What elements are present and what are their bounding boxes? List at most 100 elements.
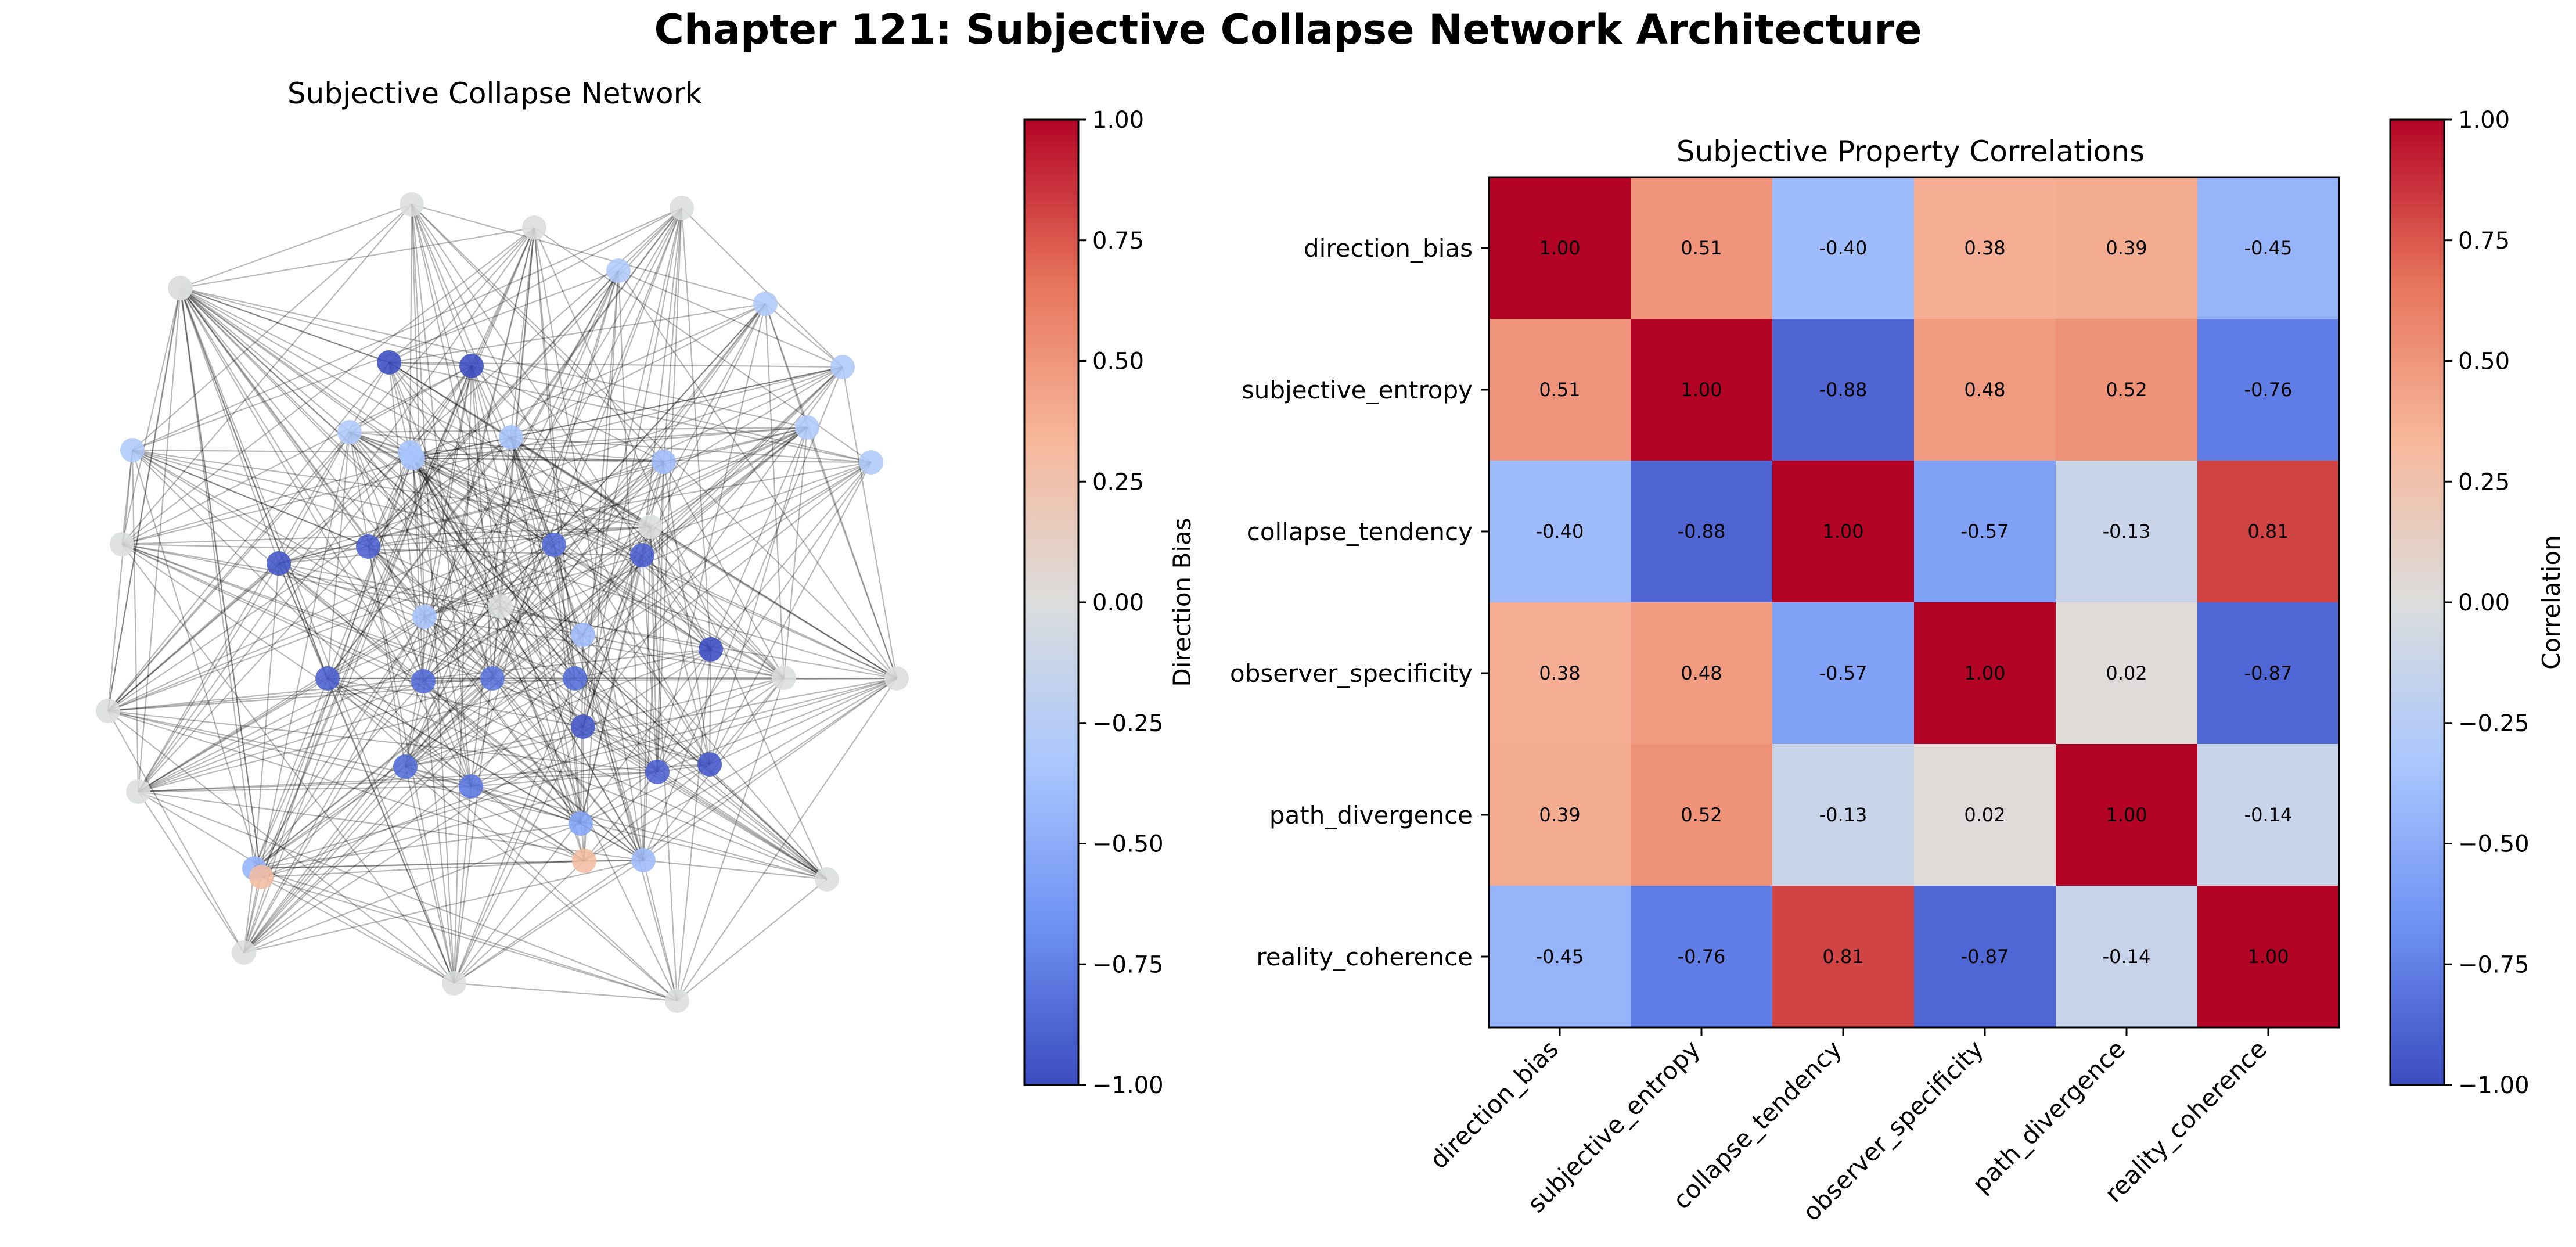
- network-edge: [453, 786, 472, 984]
- colorbar-tick-label: −0.50: [1092, 831, 1164, 858]
- heatmap-x-tick-labels: direction_biassubjective_entropycollapse…: [1424, 1027, 2272, 1227]
- network-edge: [107, 362, 390, 711]
- network-edge: [132, 450, 472, 787]
- network-edge: [254, 303, 766, 869]
- colorbar-tick-label: 0.00: [2458, 590, 2510, 616]
- network-edge: [388, 362, 411, 453]
- network-edge: [492, 544, 555, 679]
- network-edge: [618, 270, 897, 679]
- network-edge: [243, 303, 766, 953]
- heatmap-cell: [1489, 319, 1631, 461]
- network-edge: [783, 427, 808, 678]
- network-edge: [349, 432, 584, 727]
- network-node: [267, 551, 291, 576]
- heatmap-cell: [1914, 744, 2056, 886]
- network-edge: [107, 288, 182, 711]
- network-edge: [121, 543, 584, 636]
- x-tick-label: direction_bias: [1424, 1034, 1564, 1174]
- network-edge: [243, 462, 872, 953]
- network-edge: [470, 227, 535, 366]
- network-edge: [657, 771, 828, 880]
- network-edge: [121, 288, 182, 545]
- network-edge: [179, 288, 828, 880]
- network-edge: [412, 365, 472, 459]
- network-edge: [471, 365, 785, 678]
- colorbar-tick-label: 0.00: [1092, 590, 1144, 616]
- network-edge: [405, 678, 493, 767]
- network-edge: [409, 452, 575, 679]
- heatmap-cell: [1914, 319, 2056, 461]
- network-edge: [643, 678, 897, 861]
- network-edge: [107, 710, 585, 862]
- network-edge: [491, 270, 620, 679]
- network-edge: [404, 365, 473, 767]
- network-edge: [138, 791, 244, 953]
- network-edge: [424, 461, 872, 618]
- network-node: [699, 637, 723, 662]
- network-edge: [649, 526, 659, 772]
- network-edge: [409, 451, 664, 463]
- network-edge: [327, 678, 678, 1001]
- network-node: [232, 940, 256, 965]
- colorbar-ticks: 1.00 0.75 0.50 0.25 0.00 −0.25 −0.50 −0.75 −1.00: [1078, 107, 1164, 1099]
- network-edge: [492, 678, 644, 861]
- heatmap-cell-label: 0.48: [1681, 662, 1722, 684]
- network-edge: [121, 227, 535, 545]
- network-edge: [138, 616, 425, 792]
- network-edge: [412, 458, 426, 617]
- network-edge: [131, 450, 262, 878]
- network-plot: [96, 192, 909, 1013]
- network-edge: [470, 726, 584, 787]
- network-edge: [411, 204, 664, 462]
- colorbar-tick-label: 0.50: [1092, 348, 1144, 375]
- network-edge: [411, 204, 473, 366]
- network-edge: [663, 461, 711, 765]
- heatmap-cell: [1631, 177, 1773, 319]
- network-edge: [510, 207, 682, 438]
- network-edge: [656, 303, 767, 772]
- network-edge: [617, 270, 645, 861]
- network-edge: [405, 766, 585, 861]
- network-edge: [423, 681, 581, 824]
- network-edge: [368, 526, 651, 548]
- network-edge: [650, 427, 808, 527]
- heatmap-cell: [1631, 602, 1773, 745]
- network-edge: [642, 427, 808, 556]
- network-edge: [574, 366, 843, 679]
- network-edge: [424, 544, 555, 617]
- network-edge: [138, 790, 644, 861]
- network-edge: [582, 462, 872, 635]
- network-edge: [582, 207, 683, 727]
- network-edge: [179, 288, 644, 861]
- network-edge: [574, 678, 828, 880]
- heatmap-cell-label: 1.00: [1539, 237, 1580, 259]
- network-edge: [582, 555, 643, 635]
- heatmap-cell: [2056, 886, 2198, 1028]
- network-edge: [132, 450, 425, 617]
- network-edge: [618, 269, 843, 368]
- network-edge: [243, 366, 843, 953]
- network-node: [670, 196, 694, 220]
- network-edge: [107, 544, 555, 712]
- heatmap-cell-label: -0.87: [1961, 946, 2009, 968]
- network-edge: [510, 437, 576, 679]
- network-edge: [326, 678, 455, 984]
- network-node: [859, 450, 883, 475]
- network-edge: [470, 270, 620, 787]
- network-edge: [388, 362, 582, 824]
- network-edge: [327, 605, 501, 680]
- network-edge: [132, 449, 897, 680]
- network-edge: [327, 677, 828, 881]
- network-edge: [405, 725, 584, 768]
- network-edge: [243, 365, 473, 953]
- network-edge: [411, 204, 426, 617]
- network-edge: [121, 204, 412, 545]
- network-node: [356, 534, 380, 559]
- network-edge: [388, 362, 494, 679]
- network-edge: [657, 677, 897, 773]
- network-edge: [278, 366, 843, 565]
- network-node: [249, 865, 274, 889]
- network-edge: [349, 426, 808, 433]
- network-node: [630, 543, 654, 567]
- y-tick-label: observer_specificity: [1230, 659, 1473, 688]
